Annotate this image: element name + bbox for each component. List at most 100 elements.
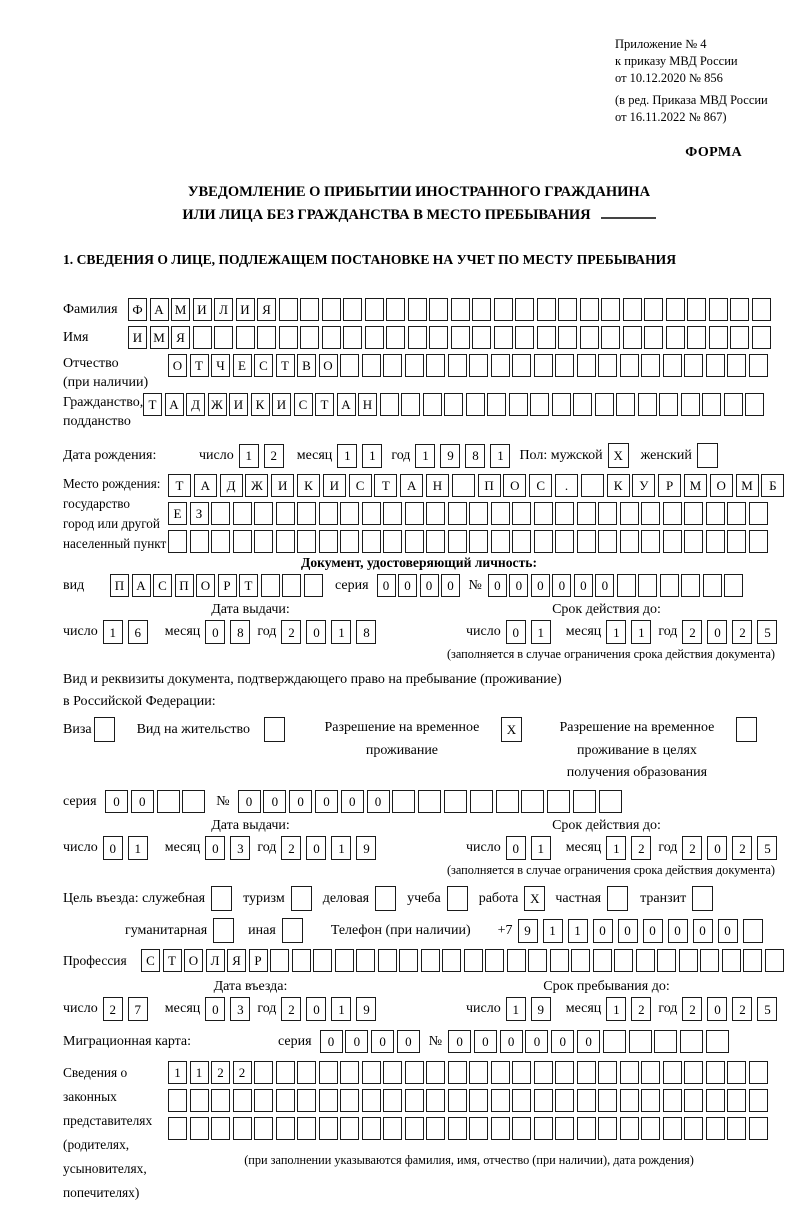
purpose-transit-checkbox[interactable] [692,886,714,912]
cell[interactable]: А [149,298,169,322]
cell[interactable] [558,326,577,350]
cell[interactable]: 0 [595,574,615,598]
cell[interactable] [418,790,442,814]
cell[interactable] [211,1117,230,1141]
cell[interactable] [751,298,771,322]
cell[interactable] [426,530,445,554]
cell[interactable] [404,1089,424,1113]
cell[interactable] [490,1089,510,1113]
cell[interactable] [659,574,679,598]
cell[interactable]: С [348,474,372,498]
cell[interactable] [404,502,424,526]
cell[interactable]: 1 [505,997,526,1022]
cell[interactable] [469,1117,488,1141]
cell[interactable] [377,949,397,973]
cell[interactable]: О [196,574,215,598]
cell[interactable] [469,354,488,378]
cell[interactable] [641,1117,660,1141]
cell[interactable] [469,530,488,554]
cell[interactable] [340,354,359,378]
cell[interactable] [487,393,506,417]
cell[interactable] [687,298,706,322]
cell[interactable]: М [171,298,190,322]
cell[interactable] [297,1061,316,1085]
cell[interactable] [659,393,678,417]
cell[interactable] [706,1030,730,1054]
cell[interactable] [156,790,180,814]
cell[interactable] [426,1089,445,1113]
cell[interactable] [521,790,545,814]
cell[interactable] [512,354,531,378]
cell[interactable]: 1 [530,620,551,645]
cell[interactable] [392,790,416,814]
cell[interactable] [601,298,620,322]
cell[interactable] [443,790,467,814]
cell[interactable] [275,1117,295,1141]
visa-checkbox[interactable] [93,717,115,743]
cell[interactable] [465,393,485,417]
cell[interactable]: Е [168,502,187,526]
cell[interactable]: С [141,949,160,973]
cell[interactable]: 2 [232,1061,252,1085]
cell[interactable]: 2 [281,620,302,645]
cell[interactable] [684,354,703,378]
cell[interactable]: Т [239,574,258,598]
cell[interactable] [576,502,596,526]
cell[interactable] [450,298,470,322]
cell[interactable] [748,1061,768,1085]
cell[interactable]: 0 [473,1030,497,1054]
cell[interactable] [361,1117,381,1141]
cell[interactable] [297,1117,316,1141]
cell[interactable] [429,326,448,350]
cell[interactable]: 1 [189,1061,209,1085]
cell[interactable] [420,949,440,973]
cell[interactable]: 0 [667,918,688,943]
cell[interactable] [619,1061,639,1085]
cell[interactable] [580,474,604,498]
cell[interactable]: Л [205,949,225,973]
cell[interactable] [727,354,746,378]
cell[interactable]: О [503,474,527,498]
cell[interactable]: Ч [211,354,230,378]
cell[interactable]: 0 [487,574,507,598]
cell[interactable] [313,949,332,973]
cell[interactable] [447,354,467,378]
cell[interactable] [300,326,319,350]
cell[interactable]: X [524,886,546,912]
cell[interactable] [665,298,685,322]
cell[interactable] [724,574,744,598]
cell[interactable] [361,1089,381,1113]
cell[interactable]: И [128,326,147,350]
representatives-row2-input[interactable] [168,1089,770,1113]
cell[interactable] [469,790,493,814]
cell[interactable] [364,326,384,350]
cell[interactable] [730,326,749,350]
cell[interactable]: 1 [606,836,627,861]
cell[interactable] [263,717,285,743]
cell[interactable]: 0 [707,620,728,645]
cell[interactable] [576,1089,596,1113]
cell[interactable] [641,354,660,378]
cell[interactable] [232,530,252,554]
cell[interactable] [622,298,642,322]
cell[interactable]: 1 [606,620,627,645]
cell[interactable] [340,530,359,554]
cell[interactable] [549,949,569,973]
cell[interactable] [404,354,424,378]
cell[interactable] [407,326,427,350]
purpose-work-checkbox[interactable]: X [524,886,546,912]
cell[interactable] [211,1089,230,1113]
cell[interactable]: 0 [551,1030,575,1054]
cell[interactable] [447,1089,467,1113]
cell[interactable] [628,1030,652,1054]
cell[interactable]: 1 [490,443,511,468]
